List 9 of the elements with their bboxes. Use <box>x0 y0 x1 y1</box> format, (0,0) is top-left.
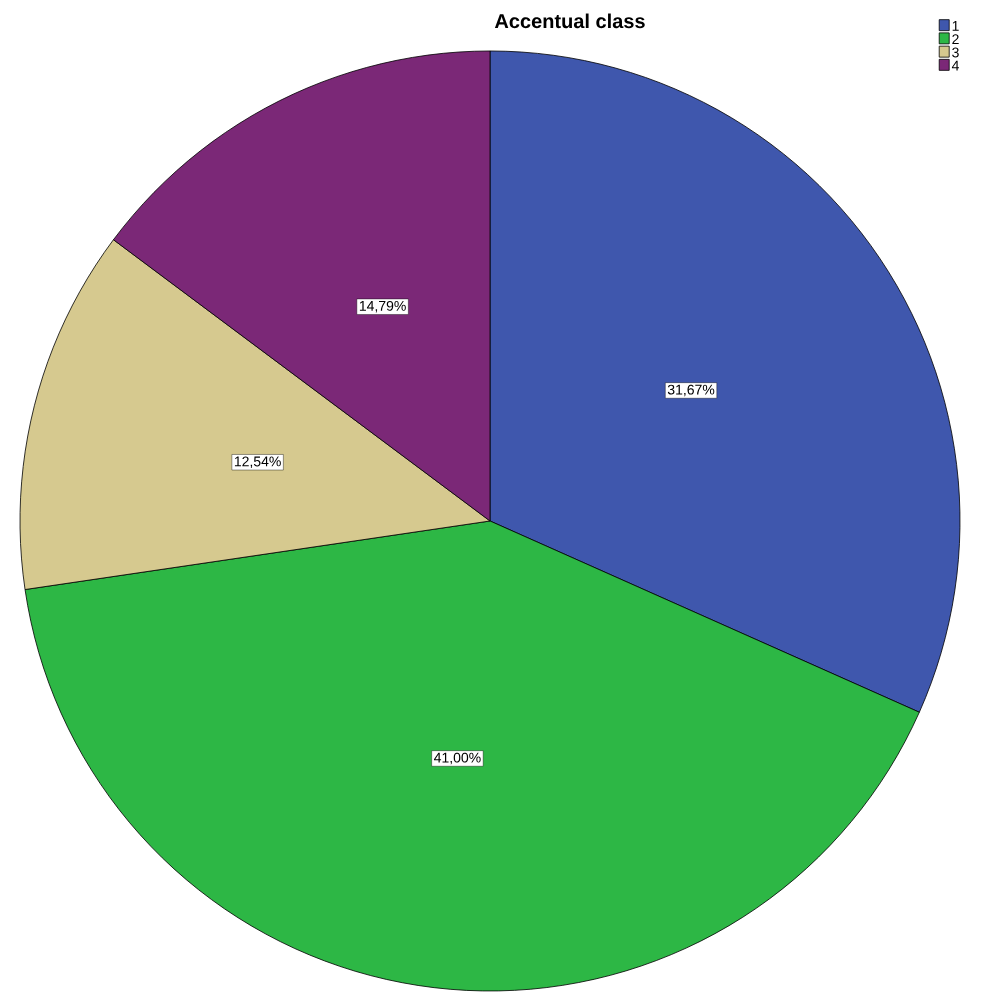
legend-label: 2 <box>952 34 959 45</box>
legend-label: 4 <box>951 60 959 71</box>
data-label: 41,00% <box>434 752 481 765</box>
legend-label: 1 <box>952 21 959 31</box>
data-label: 14,79% <box>359 300 406 313</box>
data-label: 12,54% <box>234 456 281 469</box>
chart-title: Accentual class <box>494 13 645 29</box>
data-label: 31,67% <box>667 384 715 397</box>
legend-label: 3 <box>952 47 959 58</box>
